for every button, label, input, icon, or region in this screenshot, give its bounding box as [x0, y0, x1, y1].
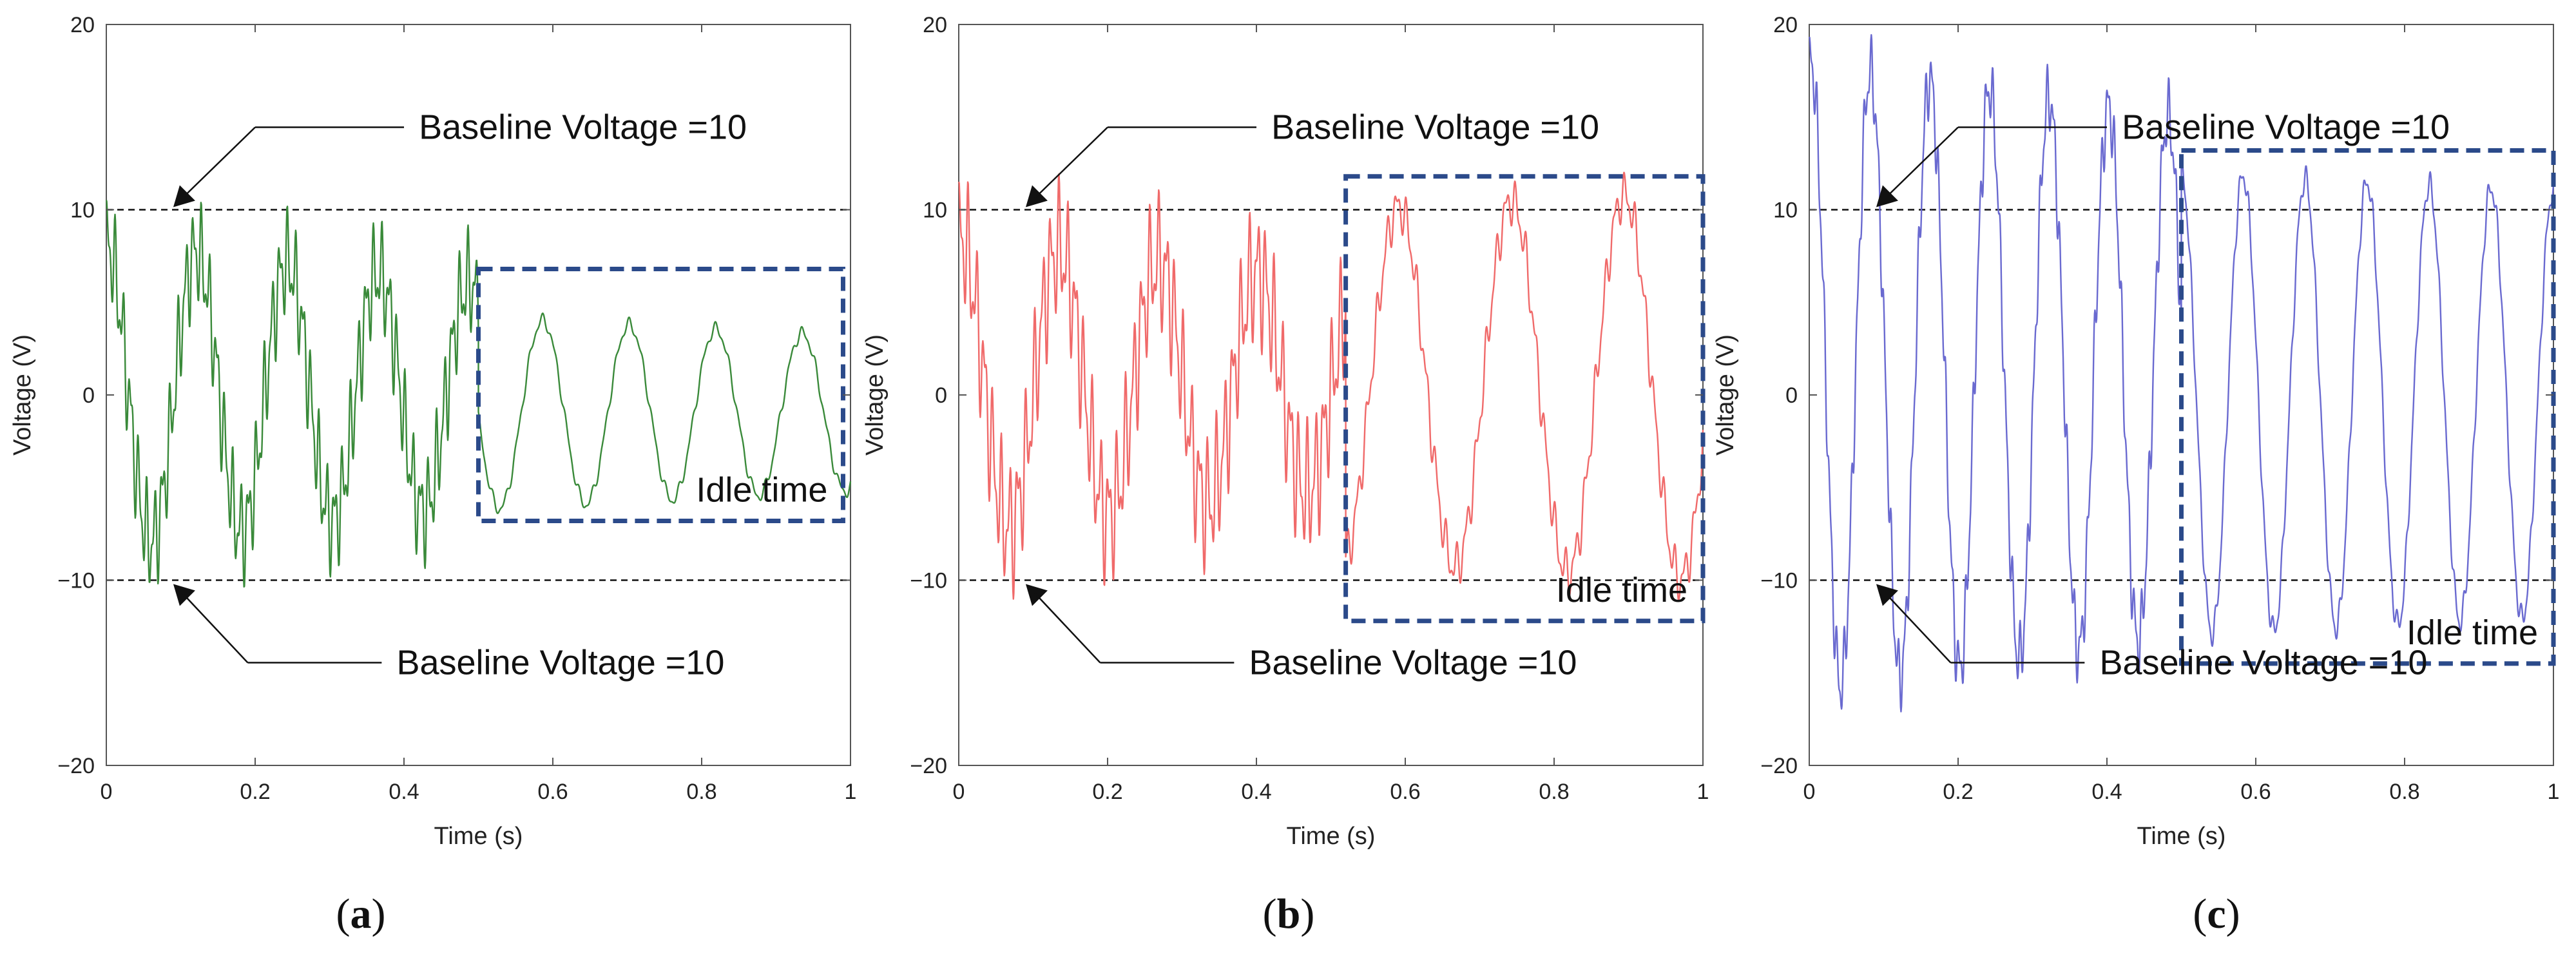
baseline-bottom-arrow-shaft [1885, 592, 1952, 664]
y-tick-label: −20 [57, 754, 95, 778]
baseline-bottom-label: Baseline Voltage =10 [2099, 644, 2427, 682]
y-tick-label: 20 [1773, 13, 1798, 37]
y-tick-label: 10 [1773, 198, 1798, 223]
y-tick-label: −10 [910, 569, 947, 593]
baseline-top-label: Baseline Voltage =10 [419, 108, 747, 147]
y-tick-label: −20 [1760, 754, 1798, 778]
x-tick-label: 0.8 [2389, 780, 2419, 804]
y-tick-label: 20 [923, 13, 947, 37]
y-tick-label: 0 [1785, 383, 1798, 408]
baseline-bottom-label: Baseline Voltage =10 [1249, 644, 1577, 682]
panel-a: 0 0.2 0.4 0.6 0.8 1 −20 −10 0 10 20 Voltage (V) Ti… [9, 13, 856, 937]
x-tick-label: 0.8 [1539, 780, 1569, 804]
idle-time-label: Idle time [696, 471, 827, 510]
y-tick-label: 20 [70, 13, 95, 37]
panel-caption: (a) [336, 890, 386, 937]
baseline-top-label: Baseline Voltage =10 [1271, 108, 1599, 147]
baseline-top-arrow-shaft [182, 126, 256, 199]
x-tick-label: 1 [2548, 780, 2560, 804]
signal-line [957, 171, 1704, 601]
x-tick-label: 0 [1803, 780, 1816, 804]
panel-b: 0 0.2 0.4 0.6 0.8 1 −20 −10 0 10 20 Voltage (V) Ti… [861, 13, 1709, 937]
idle-time-label: Idle time [1556, 571, 1687, 610]
panel-caption: (b) [1263, 890, 1315, 937]
panel-letter: c [2207, 890, 2225, 937]
x-tick-label: 0.6 [1390, 780, 1420, 804]
x-axis-label: Time (s) [1287, 823, 1376, 850]
x-tick-label: 0.4 [1241, 780, 1271, 804]
y-axis-label: Voltage (V) [1712, 334, 1739, 456]
y-tick-label: 0 [82, 383, 95, 408]
y-tick-label: 0 [935, 383, 947, 408]
panel-letter: a [351, 890, 372, 937]
x-tick-label: 0.4 [389, 780, 419, 804]
x-tick-label: 1 [1697, 780, 1709, 804]
idle-time-label: Idle time [2407, 613, 2538, 652]
y-axis-label: Voltage (V) [861, 334, 889, 456]
idle-time-box [2179, 148, 2556, 666]
baseline-bottom-arrow-shaft [182, 592, 249, 664]
y-tick-label: −20 [910, 754, 947, 778]
x-tick-label: 0.4 [2091, 780, 2122, 804]
y-tick-label: 10 [923, 198, 947, 223]
idle-time-box [1343, 174, 1706, 624]
x-axis-label: Time (s) [434, 823, 523, 850]
x-tick-label: 0.8 [686, 780, 716, 804]
panel-c: 0 0.2 0.4 0.6 0.8 1 −20 −10 0 10 20 Voltage (V) Ti… [1712, 13, 2559, 937]
y-tick-label: 10 [70, 198, 95, 223]
x-tick-label: 0.2 [240, 780, 270, 804]
x-axis-label: Time (s) [2137, 823, 2226, 850]
x-tick-label: 0.2 [1092, 780, 1122, 804]
baseline-top-label: Baseline Voltage =10 [2122, 108, 2450, 147]
baseline-top-arrow-shaft [1034, 126, 1108, 199]
baseline-bottom-arrow-shaft [1034, 592, 1101, 664]
x-tick-label: 0.6 [2240, 780, 2271, 804]
panel-caption: (c) [2193, 890, 2240, 937]
x-tick-label: 0 [953, 780, 965, 804]
x-tick-label: 0.6 [537, 780, 568, 804]
y-tick-label: −10 [1760, 569, 1798, 593]
x-tick-label: 0.2 [1943, 780, 1973, 804]
y-tick-label: −10 [57, 569, 95, 593]
baseline-bottom-label: Baseline Voltage =10 [396, 644, 724, 682]
x-tick-label: 1 [845, 780, 857, 804]
baseline-top-arrow-shaft [1885, 126, 1959, 199]
signal-line [1808, 34, 2555, 713]
x-tick-label: 0 [101, 780, 113, 804]
y-axis-label: Voltage (V) [9, 334, 36, 456]
panel-letter: b [1277, 890, 1301, 937]
